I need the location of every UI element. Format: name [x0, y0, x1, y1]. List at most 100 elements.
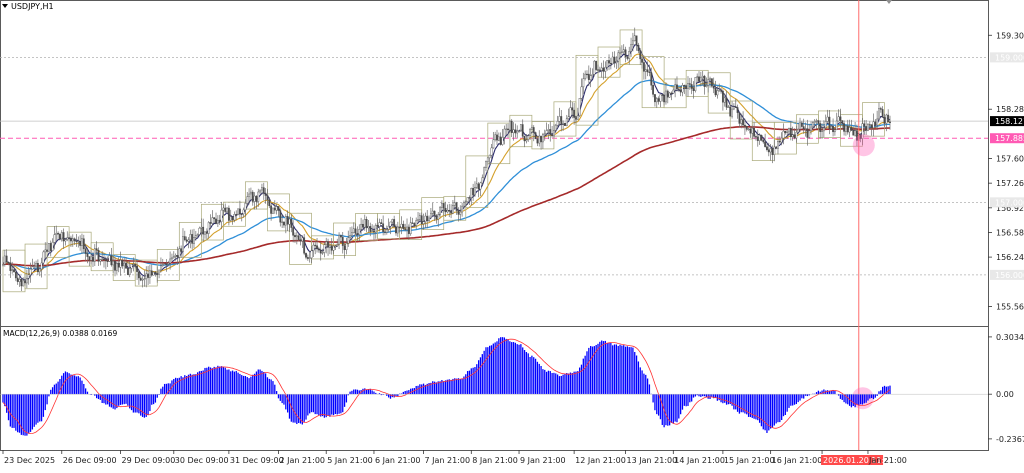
candle-body — [424, 215, 427, 222]
candle-body — [530, 127, 533, 130]
candle-body — [874, 121, 877, 126]
alert-price-tag — [990, 133, 1024, 144]
candle-body — [716, 90, 719, 96]
time-tick-label: 29 Dec 09:00 — [122, 456, 176, 465]
candle-body — [630, 44, 632, 52]
candle-body — [273, 207, 276, 211]
candle-body — [597, 69, 599, 71]
candle-body — [773, 146, 776, 155]
candle-body — [470, 187, 473, 198]
candle-body — [861, 123, 864, 139]
candle-body — [705, 85, 708, 87]
candle-body — [639, 50, 642, 60]
candle-body — [53, 234, 56, 243]
candle-body — [319, 249, 322, 254]
candle-body — [104, 259, 107, 262]
candle-body — [540, 135, 542, 143]
candle-body — [868, 124, 871, 126]
candle-body — [248, 193, 250, 197]
candle-body — [352, 228, 355, 233]
candle-body — [82, 238, 85, 250]
candle-body — [841, 120, 844, 124]
candle-body — [205, 231, 208, 234]
candle-body — [323, 244, 326, 253]
candle-body — [593, 60, 596, 75]
candle-body — [301, 237, 304, 242]
time-tick-label: 6 Jan 21:00 — [375, 456, 421, 465]
level-price-label: 156.000 — [995, 271, 1024, 280]
candle-body — [611, 56, 614, 65]
time-tick-label: 31 Dec 09:00 — [230, 456, 284, 465]
candle-body — [549, 129, 552, 135]
candle-body — [723, 97, 726, 103]
candle-body — [316, 245, 318, 249]
candle-body — [277, 206, 280, 211]
candle-body — [641, 58, 643, 63]
candle-body — [354, 228, 357, 234]
candle-body — [591, 74, 594, 76]
candle-body — [679, 89, 682, 93]
macd-tick-label: 0.3034 — [996, 333, 1024, 342]
candle-body — [226, 207, 228, 212]
candle-body — [369, 226, 372, 232]
candle-body — [358, 228, 361, 235]
time-tick-label: Jan 21:00 — [868, 456, 907, 465]
range-box — [156, 249, 180, 281]
time-tick-label: 8 Jan 21:00 — [472, 456, 518, 465]
candle-body — [227, 207, 230, 221]
candle-body — [556, 121, 559, 126]
candle-body — [66, 237, 69, 240]
candle-body — [7, 262, 10, 264]
candle-body — [193, 237, 195, 244]
candle-body — [788, 127, 790, 133]
time-tick-label: 16 Jan 21:00 — [772, 456, 823, 465]
candle-body — [150, 270, 153, 276]
candle-body — [534, 132, 537, 140]
candle-body — [18, 279, 21, 282]
price-tick-label: 156.925 — [996, 204, 1024, 213]
candle-body — [444, 207, 447, 213]
candle-body — [218, 220, 221, 222]
candle-body — [778, 140, 781, 143]
candle-body — [486, 157, 489, 162]
chart-shift-icon[interactable] — [886, 0, 892, 4]
candle-body — [415, 220, 418, 226]
candle-body — [692, 88, 695, 91]
candle-body — [740, 119, 743, 124]
candle-body — [176, 255, 179, 258]
candle-body — [169, 258, 172, 264]
candle-body — [266, 195, 269, 200]
candle-body — [468, 197, 471, 199]
candle-body — [154, 271, 157, 274]
macd-indicator-label: MACD(12,26,9) 0.0388 0.0169 — [3, 329, 117, 338]
candle-body — [46, 249, 48, 252]
candle-body — [71, 238, 74, 242]
candle-body — [233, 214, 236, 221]
candle-body — [275, 206, 278, 211]
candle-body — [586, 73, 588, 76]
candle-body — [84, 248, 87, 254]
candle-body — [762, 139, 765, 143]
candle-body — [600, 67, 603, 71]
candle-body — [474, 187, 476, 196]
candle-body — [626, 56, 629, 59]
candle-body — [44, 249, 47, 253]
candle-body — [13, 269, 15, 273]
candle-body — [262, 187, 265, 194]
candle-body — [411, 222, 414, 224]
symbol-menu-icon[interactable] — [2, 4, 8, 8]
candle-body — [187, 239, 190, 242]
candle-body — [38, 268, 41, 273]
candle-body — [703, 75, 706, 87]
candle-body — [402, 223, 405, 230]
time-tick-label: 14 Jan 21:00 — [674, 456, 725, 465]
candle-body — [887, 114, 890, 123]
candle-body — [382, 223, 385, 232]
candle-body — [780, 137, 783, 143]
candle-body — [510, 120, 513, 133]
candle-body — [51, 241, 54, 251]
range-box — [24, 243, 48, 290]
candle-body — [362, 223, 364, 228]
candle-body — [158, 269, 160, 275]
